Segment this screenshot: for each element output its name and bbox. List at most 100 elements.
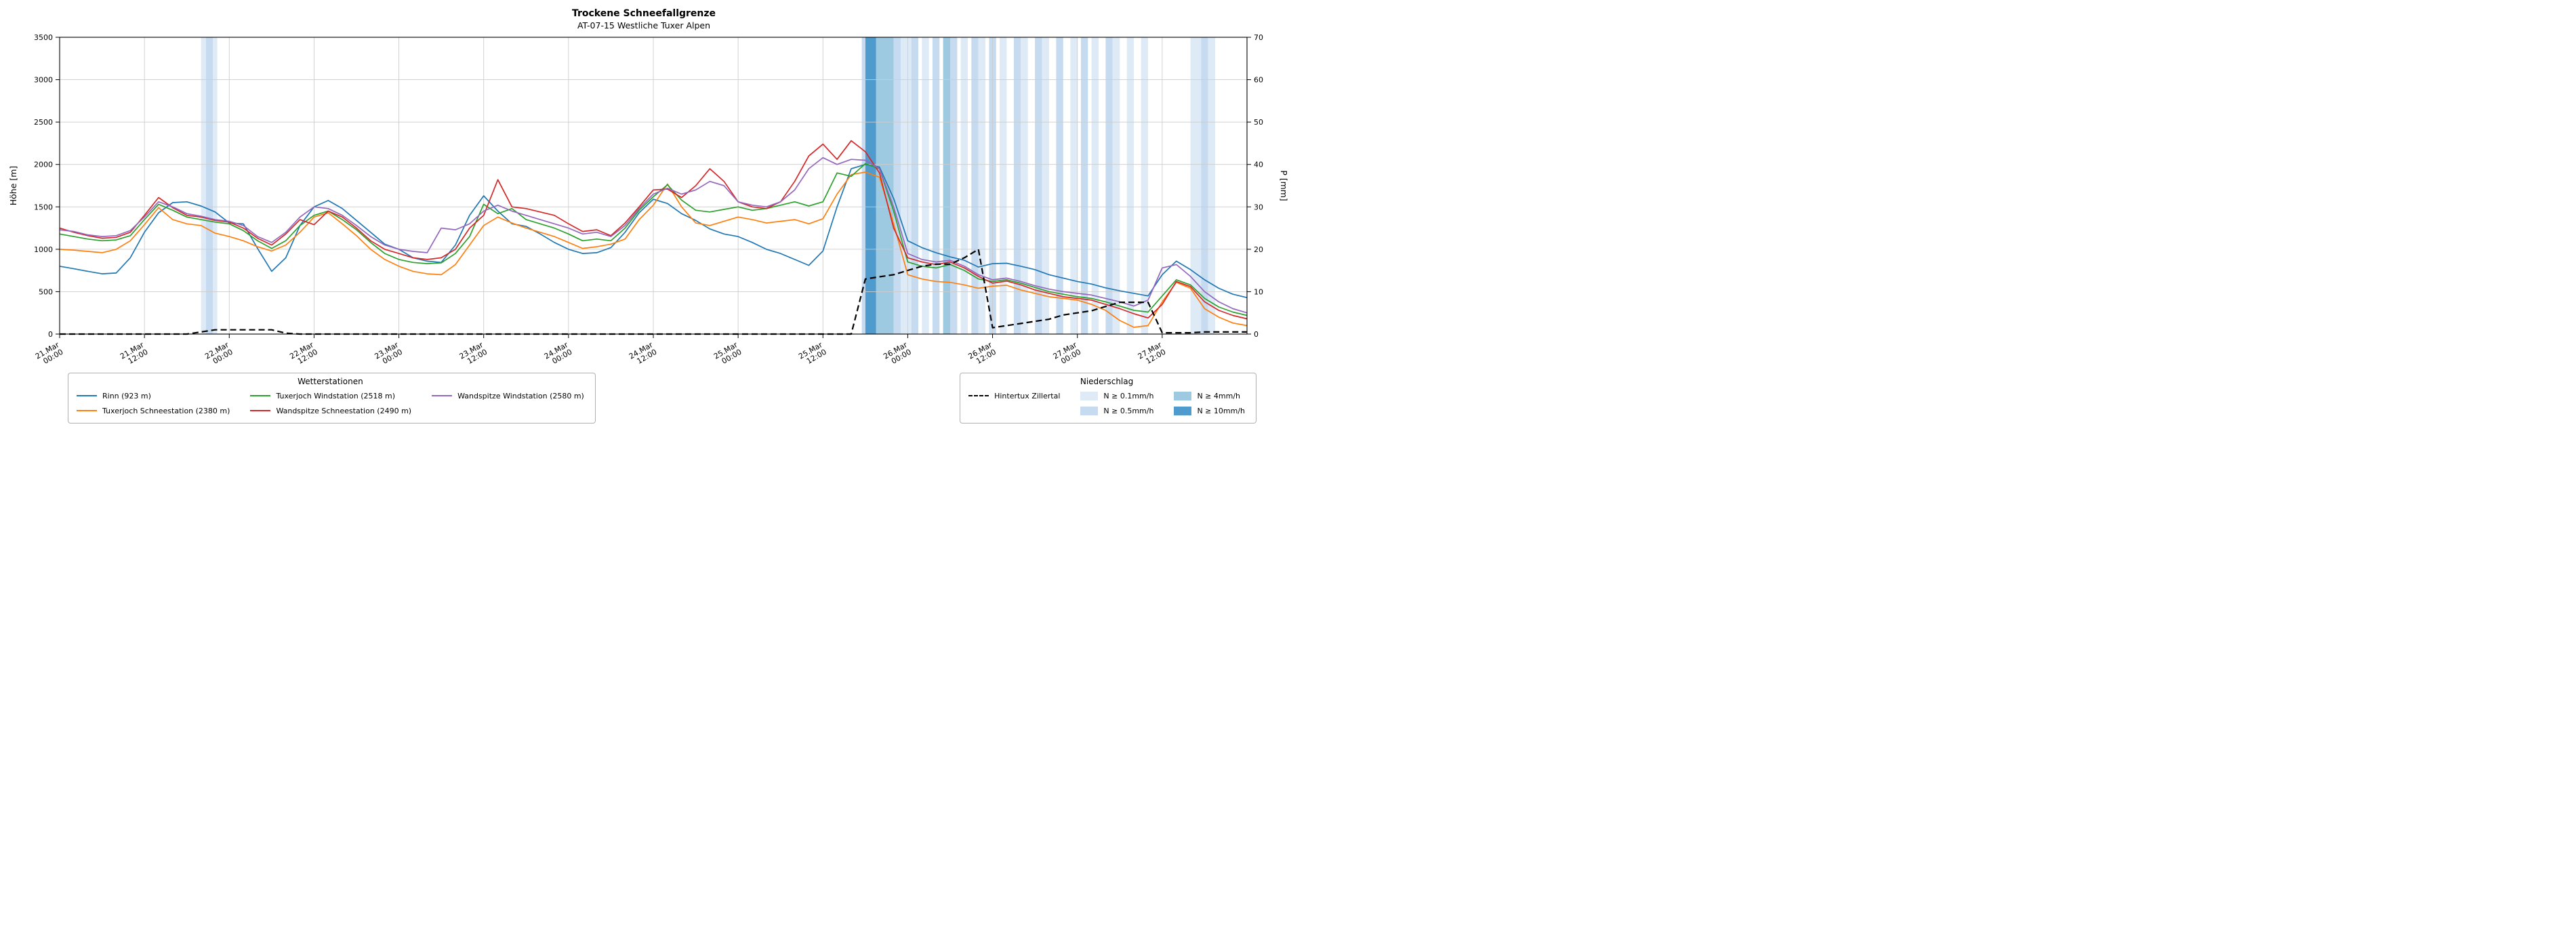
y-left-tick-label: 2000	[34, 161, 53, 169]
precip-band	[1080, 37, 1088, 335]
legend-swatch	[1080, 406, 1099, 415]
legend-label: N ≥ 0.1mm/h	[1103, 391, 1154, 400]
legend-spacer	[968, 404, 1060, 417]
y-right-axis-title: P [mm]	[1279, 170, 1288, 201]
precip-band	[1126, 37, 1134, 335]
chart-header: Trockene Schneefallgrenze AT-07-15 Westl…	[0, 0, 1288, 30]
precip-band	[893, 37, 901, 335]
legend-swatch	[1174, 406, 1192, 415]
precip-band	[971, 37, 979, 335]
legend-item: N ≥ 0.5mm/h	[1080, 404, 1153, 417]
y-right-tick-label: 30	[1254, 203, 1263, 211]
precip-band	[201, 37, 206, 335]
x-tick-label: 24.Mar12:00	[628, 340, 659, 368]
legend-item: N ≥ 0.1mm/h	[1080, 389, 1153, 402]
y-left-tick-label: 3500	[34, 33, 53, 42]
legend-niederschlag: Niederschlag Hintertux Zillertal N ≥ 0.1m…	[960, 373, 1256, 424]
precip-band	[865, 37, 876, 335]
chart-title: Trockene Schneefallgrenze	[571, 8, 716, 19]
legend-item: Tuxerjoch Schneestation (2380 m)	[77, 404, 230, 417]
y-right-tick-label: 20	[1254, 245, 1263, 254]
x-tick-label: 26.Mar12:00	[966, 340, 998, 368]
precip-band	[1201, 37, 1208, 335]
precip-band	[1091, 37, 1099, 335]
legend-item: N ≥ 4mm/h	[1174, 389, 1245, 402]
precip-band	[901, 37, 912, 335]
precip-band	[922, 37, 929, 335]
legend-label: N ≥ 0.5mm/h	[1103, 406, 1154, 415]
legend-swatch	[1080, 391, 1099, 400]
legend-line-sample	[432, 395, 453, 397]
legend-swatch	[1174, 391, 1192, 400]
y-left-tick-label: 0	[48, 330, 53, 339]
legend-niederschlag-title: Niederschlag	[1080, 377, 1134, 387]
x-tick-label: 22.Mar00:00	[203, 340, 234, 368]
legend-item: Hintertux Zillertal	[968, 389, 1060, 402]
precip-band	[1208, 37, 1215, 335]
legend-label: N ≥ 4mm/h	[1197, 391, 1240, 400]
y-right-tick-label: 40	[1254, 161, 1263, 169]
legend-line-sample	[250, 395, 271, 397]
legend-label: Wandspitze Windstation (2580 m)	[457, 391, 584, 400]
precip-band	[1112, 37, 1120, 335]
precip-band	[1013, 37, 1021, 335]
precip-band	[213, 37, 218, 335]
chart-svg: 0 500 1000 1500 2000 2500 3000 3500 0 10 20 30 40 50 6…	[8, 33, 1288, 368]
legend-label: Tuxerjoch Windstation (2518 m)	[276, 391, 396, 400]
precip-band	[205, 37, 213, 335]
x-tick-label: 23.Mar12:00	[458, 340, 489, 368]
y-right-tick-label: 50	[1254, 118, 1263, 127]
series-line-5	[60, 248, 1247, 335]
legend-label: Wandspitze Schneestation (2490 m)	[276, 406, 412, 415]
precip-band	[1105, 37, 1113, 335]
legend-item: Rinn (923 m)	[77, 389, 230, 402]
x-tick-label: 25.Mar00:00	[712, 340, 743, 368]
x-tick-label: 25.Mar12:00	[797, 340, 828, 368]
precip-band	[943, 37, 950, 335]
legend-label: Rinn (923 m)	[102, 391, 151, 400]
legend-item: Wandspitze Windstation (2580 m)	[432, 389, 584, 402]
legend-line-sample	[77, 410, 97, 412]
legend-line-sample	[250, 410, 271, 412]
x-tick-label: 27.Mar00:00	[1052, 340, 1083, 368]
legend-wetterstationen-title: Wetterstationen	[298, 377, 363, 387]
legend-dashed-line-sample	[968, 395, 989, 397]
precip-band	[950, 37, 958, 335]
series-line-4	[59, 157, 1248, 314]
chart-subtitle: AT-07-15 Westliche Tuxer Alpen	[577, 20, 711, 30]
series-line-0	[59, 163, 1248, 299]
x-tick-label: 23.Mar00:00	[373, 340, 404, 368]
y-right-tick-label: 60	[1254, 76, 1263, 85]
precip-band	[861, 37, 865, 335]
precip-band	[932, 37, 940, 335]
series-line-2	[59, 163, 1248, 316]
y-left-tick-label: 1500	[34, 203, 53, 211]
y-left-tick-label: 3000	[34, 76, 53, 85]
legend-line-sample	[77, 395, 97, 397]
legend-label: Hintertux Zillertal	[994, 391, 1061, 400]
legend-wetterstationen: Wetterstationen Rinn (923 m) Tuxerjoch Sc…	[68, 373, 596, 424]
precip-band	[911, 37, 918, 335]
x-tick-label: 26.Mar00:00	[882, 340, 913, 368]
precip-band	[1000, 37, 1007, 335]
precip-band	[960, 37, 968, 335]
precip-band	[978, 37, 986, 335]
x-tick-label: 21.Mar12:00	[119, 340, 150, 368]
legend-item: N ≥ 10mm/h	[1174, 404, 1245, 417]
y-left-tick-label: 500	[39, 288, 53, 297]
legend-label: Tuxerjoch Schneestation (2380 m)	[102, 406, 230, 415]
x-tick-label: 27.Mar12:00	[1137, 340, 1168, 368]
legend-item: Wandspitze Schneestation (2490 m)	[250, 404, 411, 417]
y-right-tick-label: 10	[1254, 288, 1263, 297]
y-left-axis-title: Höhe [m]	[8, 166, 18, 206]
legend-item: Tuxerjoch Windstation (2518 m)	[250, 389, 411, 402]
y-right-tick-label: 0	[1254, 330, 1259, 339]
precip-band	[1070, 37, 1078, 335]
series-line-1	[59, 171, 1248, 328]
x-tick-label: 24.Mar00:00	[543, 340, 574, 368]
legends-row: Wetterstationen Rinn (923 m) Tuxerjoch Sc…	[0, 373, 1288, 434]
precip-band	[1056, 37, 1063, 335]
precip-band	[1021, 37, 1028, 335]
precip-band	[1190, 37, 1202, 335]
y-right-tick-label: 70	[1254, 33, 1263, 42]
